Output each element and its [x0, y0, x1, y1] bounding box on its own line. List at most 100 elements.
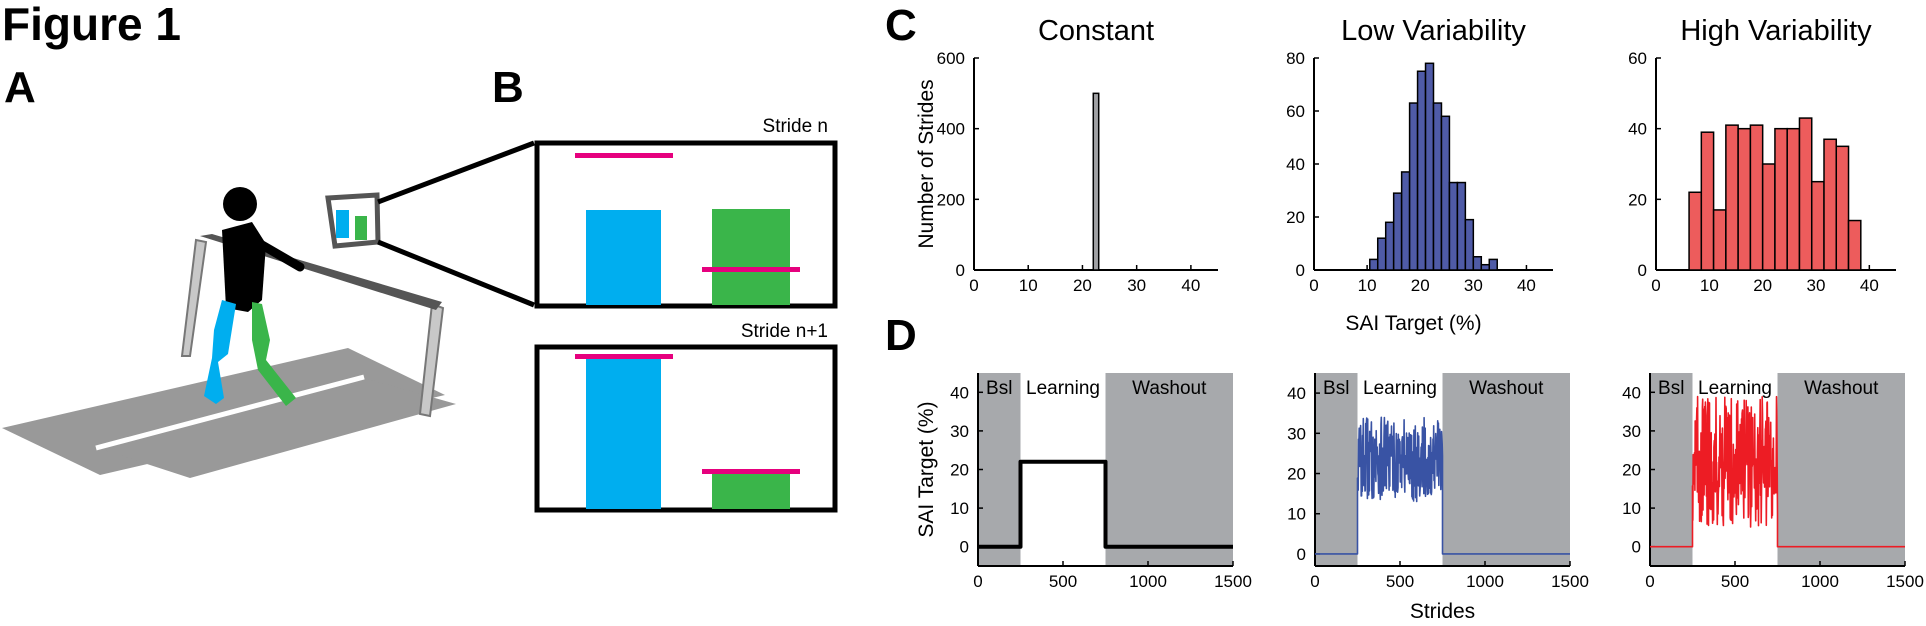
- schedule-x-tick-label: 0: [1645, 572, 1654, 591]
- histogram-bar: [1761, 163, 1776, 271]
- schedule-line: [978, 459, 1233, 549]
- stride-n-right-target: [702, 267, 800, 272]
- treadmill-illustration: [2, 140, 535, 478]
- schedule-y-tick-label: 10: [1287, 505, 1306, 524]
- hist-x-tick-label: 10: [1019, 276, 1038, 295]
- hist-y-tick-label: 0: [1296, 261, 1305, 280]
- histogram-bar: [1700, 131, 1715, 271]
- schedule-line: [1650, 395, 1905, 548]
- hist-x-tick-label: 0: [969, 276, 978, 295]
- histogram-bar: [1472, 256, 1483, 271]
- stride-n1-left-bar: [586, 357, 661, 509]
- phase-shade-washout: [1105, 373, 1233, 566]
- histogram-bar: [1488, 258, 1498, 271]
- hist-y-tick-label: 80: [1286, 49, 1305, 68]
- histogram-bar: [1376, 237, 1387, 271]
- histogram-bar: [1408, 102, 1419, 271]
- histogram-bar: [1786, 127, 1801, 271]
- phase-shade-bsl: [1650, 373, 1693, 566]
- schedule-high-variability: Bsl Learning Washout 0 500 1000 1500 0 10 20 30 40: [1622, 373, 1924, 591]
- schedule-y-tick-label: 20: [950, 461, 969, 480]
- histogram-bar: [1847, 219, 1862, 271]
- histogram-title: High Variability: [1680, 15, 1872, 47]
- walker-monitor: [325, 192, 381, 249]
- histogram-bar: [1456, 181, 1467, 271]
- schedule-x-tick-label: 0: [1310, 572, 1319, 591]
- walker-body: [222, 222, 266, 312]
- histogram-bar: [1464, 218, 1475, 271]
- histogram-high-variability: 0 10 20 30 40 0 20 40 60 High Variability: [1628, 15, 1896, 295]
- stride-n-right-bar: [712, 209, 790, 305]
- histogram-bar: [1749, 124, 1764, 271]
- schedule-y-tick-label: 30: [1622, 422, 1641, 441]
- phase-label-washout: Washout: [1804, 378, 1879, 399]
- schedule-line: [1315, 416, 1570, 555]
- stride-n-left-bar: [586, 210, 661, 305]
- zoom-line-bottom: [377, 239, 535, 308]
- histogram-bar: [1424, 62, 1435, 271]
- phase-label-washout: Washout: [1469, 378, 1544, 399]
- histogram-bar: [1448, 181, 1459, 271]
- phase-shade-washout: [1777, 373, 1905, 566]
- histogram-low-variability: 0 10 20 30 40 0 20 40 60 80 Low Variability SAI Tar…: [1286, 15, 1553, 335]
- hist-x-tick-label: 0: [1309, 276, 1318, 295]
- schedule-y-tick-label: 0: [960, 538, 969, 557]
- hist-x-tick-label: 30: [1807, 276, 1826, 295]
- histogram-x-label: SAI Target (%): [1345, 312, 1481, 335]
- phase-label-learning: Learning: [1698, 378, 1772, 399]
- histogram-bar: [1392, 192, 1403, 271]
- histogram-bar: [1369, 258, 1379, 271]
- phase-shade-bsl: [1315, 373, 1358, 566]
- phase-label-washout: Washout: [1132, 378, 1207, 399]
- treadmill-belt-divider: [95, 374, 365, 451]
- histogram-bar: [1688, 191, 1703, 271]
- phase-label-learning: Learning: [1363, 378, 1437, 399]
- histogram-y-label: Number of Strides: [915, 79, 938, 248]
- hist-y-tick-label: 0: [1638, 261, 1647, 280]
- hist-y-tick-label: 20: [1628, 190, 1647, 209]
- schedule-y-tick-label: 0: [1632, 538, 1641, 557]
- hist-x-tick-label: 30: [1127, 276, 1146, 295]
- histogram-bar: [1810, 180, 1825, 271]
- schedule-y-tick-label: 20: [1622, 461, 1641, 480]
- phase-label-bsl: Bsl: [986, 378, 1012, 399]
- schedule-x-tick-label: 0: [973, 572, 982, 591]
- handrail-left-post: [180, 238, 208, 357]
- schedule-x-tick-label: 500: [1386, 572, 1414, 591]
- hist-y-tick-label: 0: [956, 261, 965, 280]
- feedback-display: Stride n Stride n+1: [534, 116, 838, 513]
- schedule-low-variability: Bsl Learning Washout 0 500 1000 1500 0 10 20 30 40 S…: [1287, 373, 1589, 623]
- stride-n1-left-target: [575, 354, 673, 359]
- histogram-bar: [1400, 171, 1411, 271]
- hist-x-tick-label: 10: [1700, 276, 1719, 295]
- hist-x-tick-label: 0: [1651, 276, 1660, 295]
- histogram-bar: [1480, 263, 1491, 271]
- treadmill-belt-front: [98, 378, 456, 478]
- stride-n1-right-target: [702, 469, 800, 474]
- hist-y-tick-label: 20: [1286, 208, 1305, 227]
- schedule-y-tick-label: 40: [1287, 384, 1306, 403]
- stride-n1-frame: [534, 344, 838, 513]
- panel-label-a: A: [4, 63, 36, 112]
- histogram-bar: [1737, 127, 1752, 271]
- hist-y-tick-label: 40: [1628, 120, 1647, 139]
- hist-y-tick-label: 60: [1628, 49, 1647, 68]
- histogram-bar: [1712, 209, 1727, 271]
- stride-n-label: Stride n: [763, 116, 828, 137]
- walker-right-leg: [252, 302, 296, 406]
- panel-label-b: B: [492, 63, 524, 112]
- phase-label-learning: Learning: [1026, 378, 1100, 399]
- stride-n1-right-bar: [712, 472, 790, 509]
- histogram-title: Constant: [1038, 15, 1154, 47]
- histogram-bar: [1384, 221, 1395, 271]
- hist-x-tick-label: 40: [1860, 276, 1879, 295]
- hist-y-tick-label: 60: [1286, 102, 1305, 121]
- hist-y-tick-label: 600: [937, 49, 965, 68]
- histogram-bar: [1440, 115, 1451, 271]
- stride-n-left-target: [575, 153, 673, 158]
- histogram-bar: [1092, 92, 1100, 271]
- hist-y-tick-label: 400: [937, 120, 965, 139]
- phase-label-bsl: Bsl: [1658, 378, 1684, 399]
